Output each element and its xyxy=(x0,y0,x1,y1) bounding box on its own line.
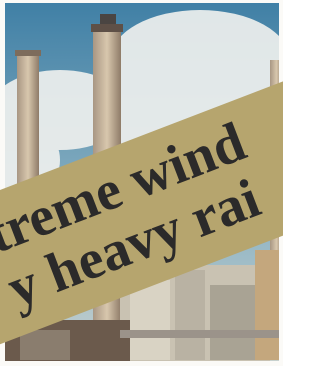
page: treme wind y heavy rai (() => { const da… xyxy=(0,0,283,366)
chimney-cap xyxy=(100,14,116,24)
chimney-top xyxy=(15,50,41,56)
chimney-top xyxy=(91,24,123,32)
photo: treme wind y heavy rai xyxy=(0,0,283,366)
